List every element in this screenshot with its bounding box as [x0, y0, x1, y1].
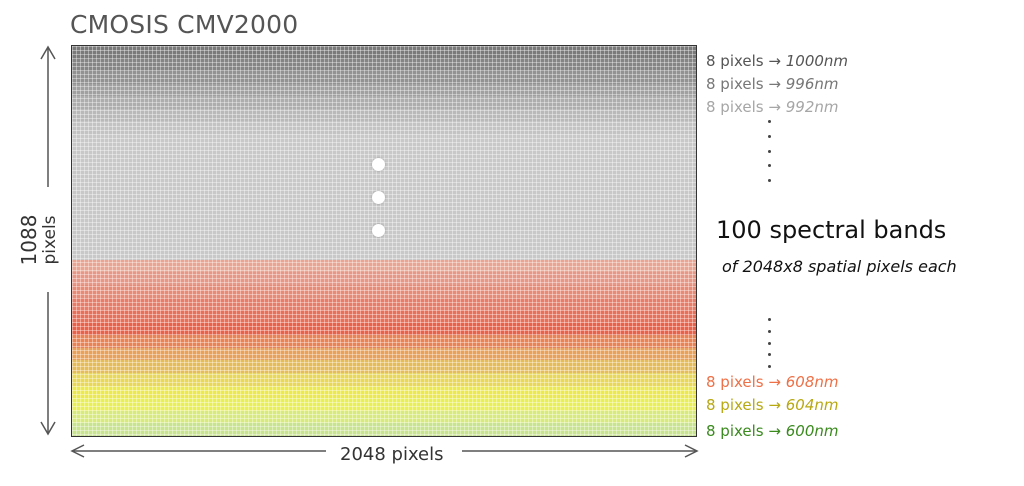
sensor-band — [72, 196, 696, 210]
band-pixels-text: 8 pixels → — [706, 422, 781, 440]
sensor-band — [72, 347, 696, 361]
ellipsis-dot — [372, 224, 385, 237]
ellipsis-dot — [372, 191, 385, 204]
band-pixels-text: 8 pixels → — [706, 98, 781, 116]
arrow-down-head — [40, 421, 56, 436]
band-wavelength: 992nm — [785, 98, 839, 116]
sensor-band — [72, 247, 696, 260]
sensor-band — [72, 373, 696, 386]
sensor-band — [72, 209, 696, 223]
vertical-ellipsis-bottom — [768, 318, 772, 368]
band-label-992nm: 8 pixels → 992nm — [706, 98, 839, 116]
band-label-600nm: 8 pixels → 600nm — [706, 422, 839, 440]
band-pixels-text: 8 pixels → — [706, 373, 781, 391]
spectral-band-stack — [72, 46, 696, 436]
arrow-up-head — [40, 45, 56, 60]
sensor-band — [72, 121, 696, 135]
band-wavelength: 1000nm — [785, 52, 849, 70]
band-pixels-text: 8 pixels → — [706, 75, 781, 93]
band-wavelength: 604nm — [785, 396, 839, 414]
pixel-grid-overlay — [72, 46, 696, 436]
sensor-band — [72, 272, 696, 285]
band-label-996nm: 8 pixels → 996nm — [706, 75, 839, 93]
sensor-band — [72, 310, 696, 323]
sensor-band — [72, 322, 696, 336]
height-unit: pixels — [40, 215, 60, 265]
height-number: 1088 — [17, 214, 41, 266]
sensor-band — [72, 398, 696, 411]
sensor-band — [72, 184, 696, 197]
sensor-band — [72, 108, 696, 122]
sensor-band — [72, 83, 696, 97]
arrow-right-head — [684, 444, 699, 458]
band-pixels-text: 8 pixels → — [706, 396, 781, 414]
band-pixels-text: 8 pixels → — [706, 52, 781, 70]
sensor-band — [72, 96, 696, 109]
summary-subheading: of 2048x8 spatial pixels each — [722, 257, 957, 276]
band-label-1000nm: 8 pixels → 1000nm — [706, 52, 848, 70]
sensor-band — [72, 234, 696, 248]
height-label: 1088 pixels — [17, 195, 61, 285]
summary-heading: 100 spectral bands — [716, 216, 947, 244]
band-label-604nm: 8 pixels → 604nm — [706, 396, 839, 414]
sensor-pixel-array — [71, 45, 697, 437]
ellipsis-dot — [372, 158, 385, 171]
sensor-band — [72, 58, 696, 72]
sensor-band — [72, 171, 696, 185]
sensor-band — [72, 297, 696, 311]
sensor-band — [72, 71, 696, 84]
sensor-band — [72, 259, 696, 273]
sensor-band — [72, 360, 696, 374]
band-wavelength: 600nm — [785, 422, 839, 440]
band-label-608nm: 8 pixels → 608nm — [706, 373, 839, 391]
sensor-band — [72, 46, 696, 59]
band-wavelength: 608nm — [785, 373, 839, 391]
sensor-band — [72, 410, 696, 424]
arrow-left-head — [70, 444, 85, 458]
width-label: 2048 pixels — [334, 444, 450, 465]
sensor-band — [72, 134, 696, 147]
band-wavelength: 996nm — [785, 75, 839, 93]
sensor-band — [72, 146, 696, 160]
sensor-band — [72, 423, 696, 436]
sensor-title: CMOSIS CMV2000 — [70, 10, 299, 39]
sensor-band — [72, 284, 696, 298]
sensor-band — [72, 335, 696, 348]
vertical-ellipsis-top — [768, 120, 772, 182]
sensor-band — [72, 385, 696, 399]
